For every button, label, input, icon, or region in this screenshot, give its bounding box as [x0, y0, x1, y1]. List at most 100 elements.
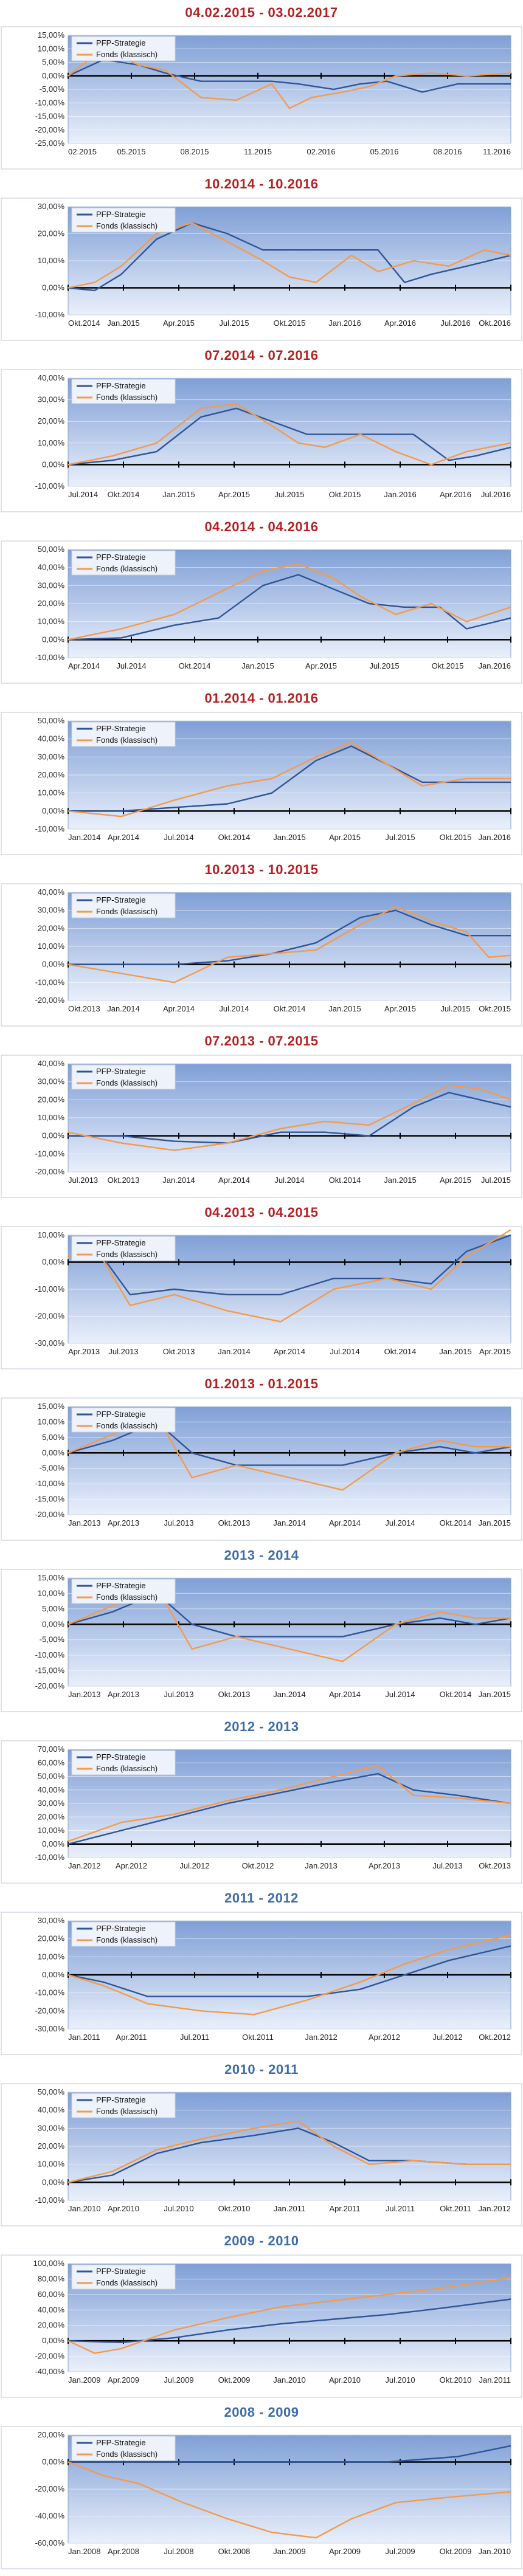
y-tick-label: 10,00%: [38, 1113, 65, 1122]
x-tick-label: Jan.2015: [328, 1004, 361, 1013]
legend-box: [71, 2093, 176, 2118]
x-tick-label: Okt.2009: [218, 2375, 251, 2385]
y-tick-label: 30,00%: [38, 1799, 65, 1808]
chart-title: 07.2013 - 07.2015: [204, 1033, 319, 1049]
legend-box: [71, 2264, 176, 2290]
x-tick-label: Jan.2014: [273, 1518, 306, 1527]
x-tick-label: Jul.2014: [116, 661, 146, 670]
y-tick-label: -10,00%: [35, 481, 65, 491]
series-line-fund: [68, 1084, 511, 1151]
x-tick-label: Okt.2015: [329, 490, 361, 499]
y-tick-label: 5,00%: [42, 1604, 64, 1613]
legend: PFP-Strategie Fonds (klassisch): [71, 550, 176, 576]
legend-label-fund: Fonds (klassisch): [96, 907, 158, 916]
legend-label-strategy: PFP-Strategie: [96, 724, 146, 733]
legend-label-fund: Fonds (klassisch): [96, 735, 158, 745]
x-tick-label: Jul.2015: [219, 319, 249, 328]
x-tick-label: Okt.2011: [440, 2204, 471, 2213]
x-tick-label: Jan.2015: [479, 1518, 511, 1527]
legend-label-strategy: PFP-Strategie: [96, 2267, 146, 2276]
x-tick-label: Okt.2016: [479, 319, 511, 328]
y-tick-label: 10,00%: [38, 438, 65, 447]
y-tick-label: -20,00%: [35, 2352, 65, 2361]
chart-title: 2010 - 2011: [224, 2062, 299, 2077]
x-tick-label: Jan.2013: [305, 1861, 338, 1870]
legend-label-strategy: PFP-Strategie: [96, 1924, 146, 1933]
line-chart: 30,00% 20,00% 10,00% 0,00% -10,00%Okt.2014 Ja…: [1, 198, 522, 341]
y-tick-label: 10,00%: [38, 256, 65, 265]
x-tick-label: Jan.2009: [68, 2375, 101, 2385]
legend-box: [71, 1579, 176, 1604]
y-tick-label: -20,00%: [35, 1167, 65, 1176]
x-tick-label: Jan.2013: [68, 1518, 101, 1527]
series-line-fund: [68, 1934, 511, 2016]
x-tick-label: Okt.2014: [384, 1347, 417, 1356]
y-tick-label: 40,00%: [38, 887, 65, 897]
x-tick-label: Jan.2015: [107, 319, 140, 328]
x-tick-label: Okt.2013: [68, 1004, 100, 1013]
legend-label-fund: Fonds (klassisch): [96, 1764, 158, 1773]
x-tick-label: Okt.2014: [108, 490, 140, 499]
x-tick-label: Jan.2008: [68, 2547, 101, 2556]
x-tick-label: Jan.2011: [479, 2375, 511, 2385]
y-tick-label: 10,00%: [38, 1588, 65, 1597]
legend-label-strategy: PFP-Strategie: [96, 38, 146, 47]
legend-label-fund: Fonds (klassisch): [96, 2278, 158, 2287]
chart-block: 07.2014 - 07.2016 40,00% 30,00% 20,00% 10,00…: [0, 348, 523, 519]
y-tick-label: 30,00%: [38, 202, 65, 211]
line-chart: 15,00% 10,00% 5,00% 0,00% -5,00% -10,00% -15,0…: [1, 26, 522, 170]
y-tick-label: -10,00%: [35, 1284, 65, 1293]
y-tick-label: 10,00%: [38, 1230, 65, 1239]
legend-label-strategy: PFP-Strategie: [96, 1067, 146, 1076]
legend-label-strategy: PFP-Strategie: [96, 2438, 146, 2447]
y-tick-label: 50,00%: [38, 545, 65, 554]
x-tick-label: Okt.2014: [440, 1690, 472, 1699]
x-tick-label: Apr.2012: [369, 2033, 400, 2042]
x-tick-label: Jan.2015: [162, 490, 195, 499]
x-tick-label: Okt.2015: [432, 661, 464, 670]
series-line-strategy: [68, 1772, 511, 1845]
line-chart: 50,00% 40,00% 30,00% 20,00% 10,00% 0,00% -10,0…: [1, 712, 522, 855]
x-tick-label: Jan.2014: [107, 1004, 140, 1013]
x-tick-label: Jul.2014: [274, 1176, 304, 1185]
legend-box: [71, 207, 176, 233]
y-tick-label: -20,00%: [35, 1681, 65, 1690]
x-tick-label: Okt.2012: [479, 2033, 511, 2042]
legend: PFP-Strategie Fonds (klassisch): [71, 893, 176, 918]
x-tick-label: Jul.2014: [68, 490, 98, 499]
chart-block: 04.2014 - 04.2016 50,00% 40,00% 30,00% 20,00…: [0, 519, 523, 690]
chart-title: 2012 - 2013: [224, 1719, 299, 1734]
chart-block: 2008 - 2009 20,00% 0,00% -20,00% -40,00% -60,…: [0, 2405, 523, 2576]
y-tick-label: -10,00%: [35, 824, 65, 833]
x-tick-label: 11.2015: [244, 147, 272, 156]
chart-block: 10.2014 - 10.2016 30,00% 20,00% 10,00% 0,00%…: [0, 176, 523, 348]
x-tick-label: Apr.2010: [108, 2204, 139, 2213]
y-tick-label: 10,00%: [38, 1417, 65, 1426]
legend: PFP-Strategie Fonds (klassisch): [71, 2436, 176, 2461]
x-tick-label: Apr.2013: [108, 1518, 139, 1527]
x-tick-label: Apr.2016: [440, 490, 471, 499]
series-line-strategy: [68, 2445, 511, 2463]
series-line-fund: [68, 403, 511, 466]
y-tick-label: 10,00%: [38, 617, 65, 626]
legend-box: [71, 1064, 176, 1090]
line-chart: 50,00% 40,00% 30,00% 20,00% 10,00% 0,00% -10,0…: [1, 540, 522, 684]
series-line-fund: [68, 1765, 511, 1842]
chart-title: 10.2014 - 10.2016: [204, 176, 319, 191]
y-tick-label: 20,00%: [38, 2321, 65, 2330]
x-tick-label: Okt.2015: [479, 1004, 511, 1013]
y-tick-label: 30,00%: [38, 752, 65, 761]
chart-title: 07.2014 - 07.2016: [204, 348, 319, 363]
line-chart: 40,00% 30,00% 20,00% 10,00% 0,00% -10,00% -20,…: [1, 883, 522, 1027]
legend-box: [71, 1407, 176, 1433]
y-tick-label: 5,00%: [42, 58, 64, 67]
chart-block: 2013 - 2014 15,00% 10,00% 5,00% 0,00% -5,00% -…: [0, 1548, 523, 1719]
line-chart: 50,00% 40,00% 30,00% 20,00% 10,00% 0,00% -10,0…: [1, 2083, 522, 2226]
x-tick-label: Okt.2013: [108, 1176, 140, 1185]
y-tick-label: -10,00%: [35, 98, 65, 107]
x-tick-label: Jul.2015: [369, 661, 399, 670]
x-tick-label: Okt.2014: [68, 319, 100, 328]
x-tick-label: Apr.2015: [305, 661, 337, 670]
y-tick-label: 0,00%: [42, 71, 64, 80]
y-tick-label: 0,00%: [42, 460, 64, 469]
